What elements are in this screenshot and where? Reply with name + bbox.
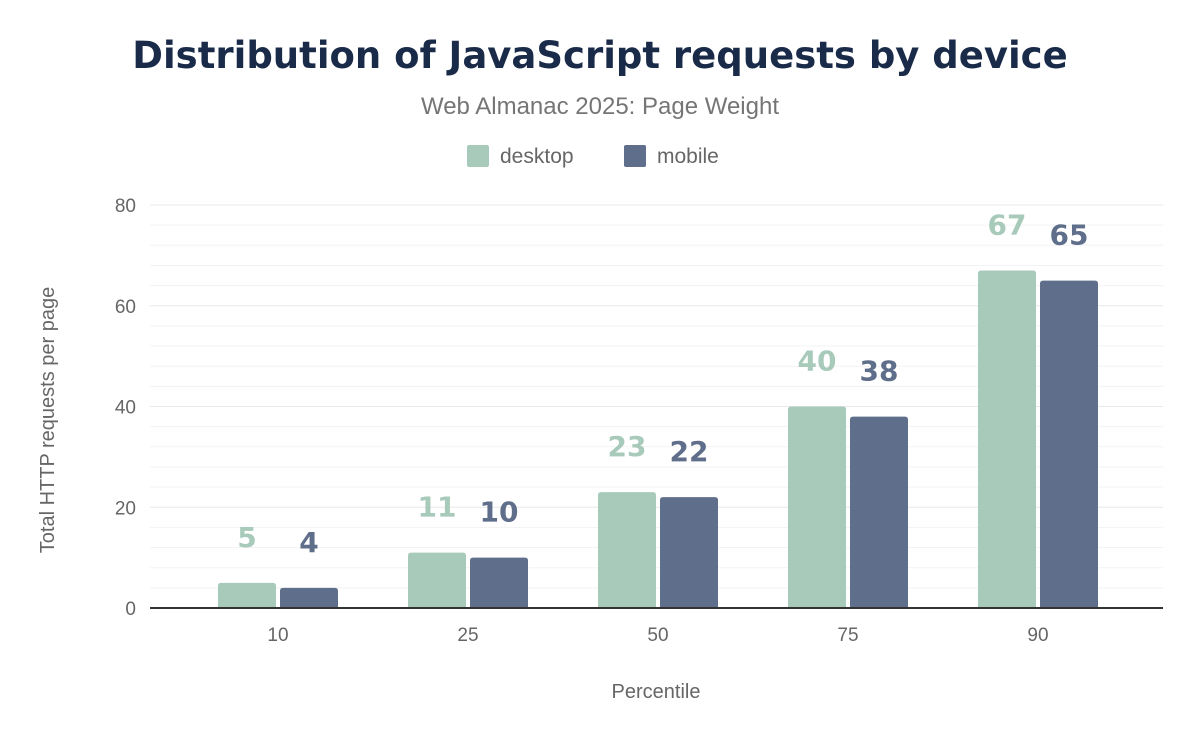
chart-title: Distribution of JavaScript requests by d… <box>132 34 1067 77</box>
x-tick-label: 75 <box>837 625 858 646</box>
data-label-mobile-75: 38 <box>860 355 899 388</box>
y-tick-label: 60 <box>115 297 136 318</box>
bar-mobile-75 <box>850 416 908 608</box>
x-tick-label: 10 <box>267 625 288 646</box>
legend-swatch-desktop <box>467 145 489 167</box>
legend: desktop mobile <box>467 145 719 168</box>
legend-swatch-mobile <box>624 145 646 167</box>
data-label-desktop-50: 23 <box>608 430 647 463</box>
bars: 5 4 11 10 23 22 40 38 67 65 <box>150 208 1163 609</box>
chart-subtitle: Web Almanac 2025: Page Weight <box>421 93 779 120</box>
x-tick-label: 50 <box>647 625 668 646</box>
y-tick-label: 40 <box>115 398 136 419</box>
legend-label-mobile: mobile <box>657 145 719 168</box>
bar-mobile-10 <box>280 587 338 608</box>
bar-desktop-10 <box>218 582 276 608</box>
y-axis-label: Total HTTP requests per page <box>37 287 59 553</box>
bar-mobile-50 <box>660 497 718 608</box>
bar-desktop-90 <box>978 270 1036 608</box>
bar-desktop-25 <box>408 552 466 608</box>
data-label-desktop-75: 40 <box>798 345 837 378</box>
x-tick-label: 90 <box>1027 625 1048 646</box>
y-tick-label: 0 <box>125 599 136 620</box>
data-label-mobile-90: 65 <box>1050 219 1089 252</box>
bar-desktop-75 <box>788 406 846 608</box>
y-tick-label: 20 <box>115 498 136 519</box>
y-tick-label: 80 <box>115 196 136 217</box>
x-axis-label: Percentile <box>612 681 701 703</box>
x-tick-label: 25 <box>457 625 478 646</box>
bar-mobile-90 <box>1040 280 1098 608</box>
legend-label-desktop: desktop <box>500 145 574 168</box>
bar-mobile-25 <box>470 557 528 608</box>
bar-desktop-50 <box>598 492 656 608</box>
data-label-mobile-25: 10 <box>480 496 519 529</box>
data-label-desktop-10: 5 <box>237 521 256 554</box>
data-label-desktop-90: 67 <box>988 208 1027 241</box>
data-label-desktop-25: 11 <box>418 491 457 524</box>
data-label-mobile-50: 22 <box>670 435 709 468</box>
data-label-mobile-10: 4 <box>299 526 318 559</box>
x-axis-ticks: 10 25 50 75 90 <box>267 625 1048 646</box>
